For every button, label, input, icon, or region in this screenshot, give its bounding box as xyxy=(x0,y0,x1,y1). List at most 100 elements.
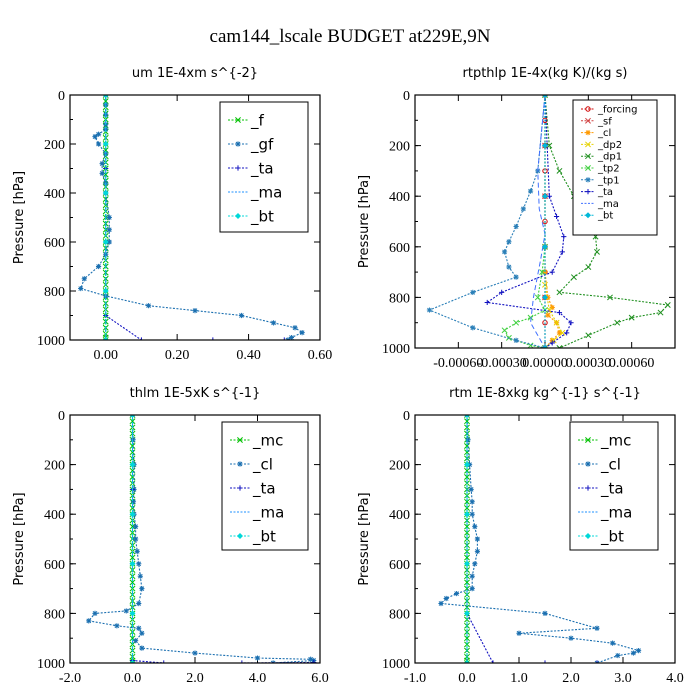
data-point xyxy=(501,249,508,255)
data-point xyxy=(238,312,245,319)
data-point xyxy=(484,299,490,306)
y-tick-label: 800 xyxy=(44,285,65,300)
data-point xyxy=(139,586,145,592)
x-tick-label: 6.0 xyxy=(311,671,329,686)
data-point xyxy=(464,585,470,592)
legend-swatch-marker xyxy=(235,213,241,219)
data-point xyxy=(520,206,526,212)
data-point xyxy=(102,171,109,178)
x-tick-label: -0.00060 xyxy=(433,356,483,371)
data-point xyxy=(542,243,548,250)
y-axis-label: Pressure [hPa] xyxy=(357,492,372,585)
y-tick-label: 200 xyxy=(389,459,410,474)
data-point xyxy=(585,332,592,339)
data-point xyxy=(469,573,475,579)
data-point xyxy=(464,610,470,617)
data-point xyxy=(281,337,287,340)
legend-swatch-marker xyxy=(235,165,241,171)
data-point xyxy=(556,167,563,174)
data-point xyxy=(464,579,470,586)
data-point xyxy=(474,536,480,542)
legend-swatch-marker xyxy=(237,437,243,443)
legend-swatch-marker xyxy=(235,141,241,147)
data-point xyxy=(299,330,305,336)
data-point xyxy=(106,227,112,233)
y-tick-label: 0 xyxy=(403,409,410,424)
data-point xyxy=(123,608,129,614)
chart-panel-4: rtm 1E-8xkg kg^{-1} s^{-1} Pressure [hPa]… xyxy=(357,386,684,686)
data-point xyxy=(136,561,142,567)
legend-swatch-marker xyxy=(585,189,591,195)
y-tick-label: 400 xyxy=(389,508,410,523)
data-point xyxy=(464,529,470,536)
y-tick-label: 600 xyxy=(389,241,410,256)
data-point xyxy=(559,329,566,336)
data-point xyxy=(534,294,541,301)
y-tick-label: 800 xyxy=(44,607,65,622)
data-point xyxy=(564,330,570,336)
x-tick-label: 2.0 xyxy=(186,671,204,686)
data-point xyxy=(129,449,136,456)
legend-label: _cl xyxy=(252,455,273,474)
data-point xyxy=(513,274,519,280)
legend: _forcing_sf_cl_dp2_dp1_tp2_tp1_ta_ma_bt xyxy=(572,99,658,236)
legend-swatch-marker xyxy=(585,212,591,219)
data-point xyxy=(138,337,145,340)
data-point xyxy=(636,648,642,654)
legend-label: _bt xyxy=(252,527,276,546)
x-tick-label: 0.40 xyxy=(236,348,261,363)
plot-frame xyxy=(414,94,676,349)
legend-swatch-marker xyxy=(235,117,241,123)
data-point xyxy=(594,660,600,663)
y-tick-label: 800 xyxy=(389,291,410,306)
x-tick-label: 0.00000 xyxy=(522,356,568,371)
data-point xyxy=(474,548,480,554)
data-point xyxy=(610,640,616,646)
data-point xyxy=(464,523,470,530)
y-tick-label: 600 xyxy=(389,558,410,573)
data-point xyxy=(570,274,577,281)
y-axis-label: Pressure [hPa] xyxy=(12,171,27,264)
data-point xyxy=(464,511,470,518)
panels: um 1E-4xm s^{-2} Pressure [hPa] 0 200 400 600… xyxy=(12,66,684,686)
legend-label: _dp2 xyxy=(597,140,622,151)
y-tick-label: 400 xyxy=(44,508,65,523)
data-point xyxy=(102,95,109,98)
x-tick-label: 0.00060 xyxy=(609,356,655,371)
data-point xyxy=(657,309,664,316)
series-group xyxy=(86,415,317,663)
data-point xyxy=(472,524,478,530)
legend-swatch-marker xyxy=(237,461,243,467)
legend-swatch-marker xyxy=(585,117,591,124)
data-point xyxy=(568,320,574,326)
x-tick-label: 0.00030 xyxy=(566,356,612,371)
data-point xyxy=(513,337,519,344)
legend-label: _tp1 xyxy=(597,175,620,186)
legend-swatch-marker xyxy=(585,533,591,539)
x-tick-label: -0.00030 xyxy=(477,356,527,371)
data-point xyxy=(92,134,98,140)
data-point xyxy=(464,467,470,474)
series-group xyxy=(426,95,671,348)
data-point xyxy=(129,610,136,617)
data-point xyxy=(513,319,520,326)
data-point xyxy=(86,618,92,624)
legend-swatch-marker xyxy=(585,165,591,171)
data-point xyxy=(464,461,470,468)
chart-panel-3: thlm 1E-5xK s^{-1} Pressure [hPa] 0 200 400 6… xyxy=(12,386,329,686)
data-point xyxy=(129,415,136,418)
data-point xyxy=(556,309,563,316)
legend: _mc _cl _ta _ma _bt xyxy=(221,421,309,551)
figure-title: cam144_lscale BUDGET at229E,9N xyxy=(210,26,491,47)
x-tick-label: 4.0 xyxy=(249,671,267,686)
legend: _mc _cl _ta _ma _bt xyxy=(569,421,659,551)
data-point xyxy=(133,638,139,644)
data-point xyxy=(133,524,139,530)
data-point xyxy=(464,498,470,505)
y-tick-label: 1000 xyxy=(37,334,65,349)
data-point xyxy=(136,625,142,631)
panel-title: thlm 1E-5xK s^{-1} xyxy=(130,386,261,401)
legend: _f _gf _ta _ma _bt xyxy=(219,101,309,233)
series-group xyxy=(78,95,305,340)
legend-label: _mc xyxy=(600,431,631,450)
